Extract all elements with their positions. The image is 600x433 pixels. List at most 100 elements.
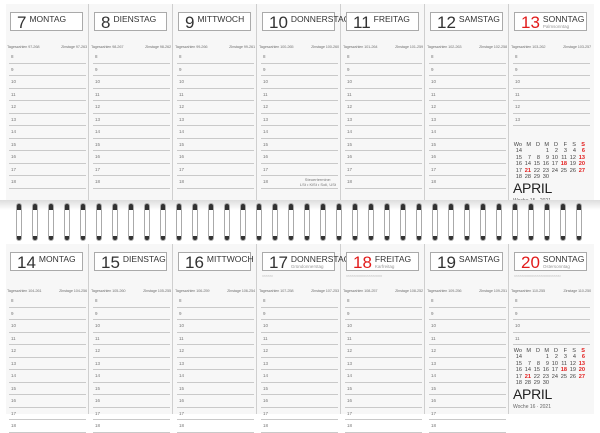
hour-row[interactable]: 11 <box>93 89 170 101</box>
day-column[interactable]: 8 DIENSTAG Tageszahlen 98-267 Zinstage 98-2… <box>90 4 173 204</box>
hour-row[interactable]: 17 <box>261 408 338 420</box>
mini-calendar-day[interactable] <box>558 380 567 386</box>
mini-calendar-day[interactable]: 14 <box>524 161 531 168</box>
hour-row[interactable]: 11 <box>9 333 86 345</box>
day-column[interactable]: 11 FREITAG Tageszahlen 101-264 Zinstage 101… <box>342 4 425 204</box>
mini-calendar-day[interactable]: 25 <box>560 167 567 174</box>
mini-calendar-day[interactable]: 22 <box>533 167 540 174</box>
hour-row[interactable]: 8 <box>513 51 590 64</box>
hour-row[interactable]: 15 <box>9 139 86 151</box>
hour-row[interactable]: 16 <box>429 395 506 408</box>
hour-row[interactable]: 9 <box>429 64 506 76</box>
hour-row[interactable]: 16 <box>261 151 338 164</box>
hour-row[interactable]: 11 <box>429 333 506 345</box>
mini-calendar-day[interactable]: 12 <box>569 360 576 367</box>
mini-calendar-sunday[interactable]: 13 <box>578 360 585 367</box>
hour-row[interactable]: 15 <box>345 383 422 395</box>
hour-row[interactable]: 12 <box>261 101 338 114</box>
mini-calendar-day[interactable]: 3 <box>563 148 567 155</box>
hour-row[interactable]: 12 <box>345 101 422 114</box>
hour-row[interactable]: 16 <box>177 151 254 164</box>
hour-row[interactable]: 9 <box>9 308 86 320</box>
hour-row[interactable]: 11 <box>9 89 86 101</box>
hour-row[interactable]: 13 <box>261 358 338 370</box>
hour-row[interactable]: 8 <box>9 51 86 64</box>
hour-row[interactable]: 15 <box>177 139 254 151</box>
mini-calendar-sunday[interactable]: 6 <box>581 148 585 155</box>
hour-row[interactable]: 18 <box>177 176 254 189</box>
hour-row[interactable]: 11 <box>177 89 254 101</box>
mini-calendar-day[interactable]: 19 <box>569 161 576 168</box>
hour-row[interactable]: 12 <box>93 101 170 114</box>
mini-calendar-day[interactable]: 16 <box>515 367 522 374</box>
mini-calendar-day[interactable]: 17 <box>551 367 558 374</box>
mini-calendar-day[interactable]: 18 <box>560 367 567 374</box>
mini-calendar-day[interactable]: 18 <box>515 380 522 387</box>
hour-row[interactable]: 11 <box>93 333 170 345</box>
mini-calendar-day[interactable]: 1 <box>545 148 549 155</box>
hour-row[interactable]: 15 <box>429 383 506 395</box>
hour-row[interactable]: 14 <box>345 370 422 383</box>
mini-calendar-day[interactable]: 26 <box>569 373 576 380</box>
hour-row[interactable]: 16 <box>93 151 170 164</box>
hour-row[interactable]: 10 <box>429 76 506 89</box>
mini-calendar-sunday[interactable] <box>576 174 585 180</box>
mini-calendar-day[interactable]: 21 <box>524 373 531 380</box>
hour-row[interactable]: 9 <box>513 308 590 320</box>
mini-calendar-sunday[interactable] <box>576 380 585 386</box>
hour-row[interactable]: 10 <box>93 320 170 333</box>
mini-calendar-day[interactable]: 8 <box>536 360 540 367</box>
hour-row[interactable]: 8 <box>177 295 254 308</box>
hour-row[interactable]: 14 <box>9 126 86 139</box>
hour-row[interactable]: 8 <box>93 51 170 64</box>
hour-row[interactable]: 13 <box>9 114 86 126</box>
hour-row[interactable]: 15 <box>261 383 338 395</box>
hour-row[interactable]: 18 <box>429 420 506 433</box>
hour-row[interactable]: 16 <box>93 395 170 408</box>
hour-row[interactable]: 13 <box>429 358 506 370</box>
hour-row[interactable]: 13 <box>177 114 254 126</box>
mini-calendar-day[interactable]: 11 <box>561 154 567 161</box>
hour-row[interactable]: 18 <box>261 420 338 433</box>
mini-calendar-day[interactable]: 8 <box>536 154 540 161</box>
hour-row[interactable]: 14 <box>429 126 506 139</box>
mini-calendar-day[interactable]: 21 <box>524 167 531 174</box>
hour-row[interactable]: 12 <box>9 101 86 114</box>
hour-row[interactable]: 18 <box>9 420 86 433</box>
mini-calendar-day[interactable]: 1 <box>545 354 549 361</box>
hour-row[interactable]: 12 <box>177 345 254 358</box>
hour-row[interactable]: 13 <box>93 114 170 126</box>
hour-row[interactable]: 18 Steuertermine: LSt • KiSt • Soli, USt <box>261 176 338 189</box>
hour-row[interactable]: 14 <box>429 370 506 383</box>
hour-row[interactable]: 17 <box>261 164 338 176</box>
day-column[interactable]: 9 MITTWOCH Tageszahlen 99-266 Zinstage 99-2… <box>174 4 257 204</box>
hour-row[interactable]: 16 <box>9 395 86 408</box>
mini-calendar-day[interactable]: 10 <box>551 154 558 161</box>
mini-calendar-day[interactable]: 2 <box>554 354 558 361</box>
mini-calendar-sunday[interactable]: 6 <box>581 354 585 361</box>
hour-row[interactable]: 15 <box>429 139 506 151</box>
mini-calendar-day[interactable]: 29 <box>533 380 540 387</box>
mini-calendar-day[interactable]: 14 <box>524 367 531 374</box>
mini-calendar-day[interactable]: 16 <box>515 161 522 168</box>
hour-row[interactable]: 17 <box>429 164 506 176</box>
hour-row[interactable]: 10 <box>345 76 422 89</box>
hour-row[interactable]: 8 <box>261 51 338 64</box>
hour-row[interactable]: 15 <box>261 139 338 151</box>
hour-row[interactable]: 9 <box>429 308 506 320</box>
hour-row[interactable]: 10 <box>345 320 422 333</box>
hour-row[interactable]: 17 <box>429 408 506 420</box>
mini-calendar-day[interactable]: 4 <box>572 354 576 361</box>
hour-row[interactable]: 8 <box>177 51 254 64</box>
hour-row[interactable]: 8 <box>345 295 422 308</box>
mini-calendar-day[interactable] <box>567 380 576 386</box>
mini-calendar-day[interactable]: 18 <box>560 161 567 168</box>
hour-row[interactable]: 15 <box>93 383 170 395</box>
mini-calendar-day[interactable]: 17 <box>551 161 558 168</box>
mini-calendar-day[interactable]: 28 <box>524 174 531 181</box>
mini-calendar-day[interactable]: 15 <box>515 360 522 367</box>
mini-calendar-day[interactable]: 17 <box>515 167 522 174</box>
hour-row[interactable]: 8 <box>345 51 422 64</box>
hour-row[interactable]: 13 <box>261 114 338 126</box>
hour-row[interactable]: 13 <box>93 358 170 370</box>
